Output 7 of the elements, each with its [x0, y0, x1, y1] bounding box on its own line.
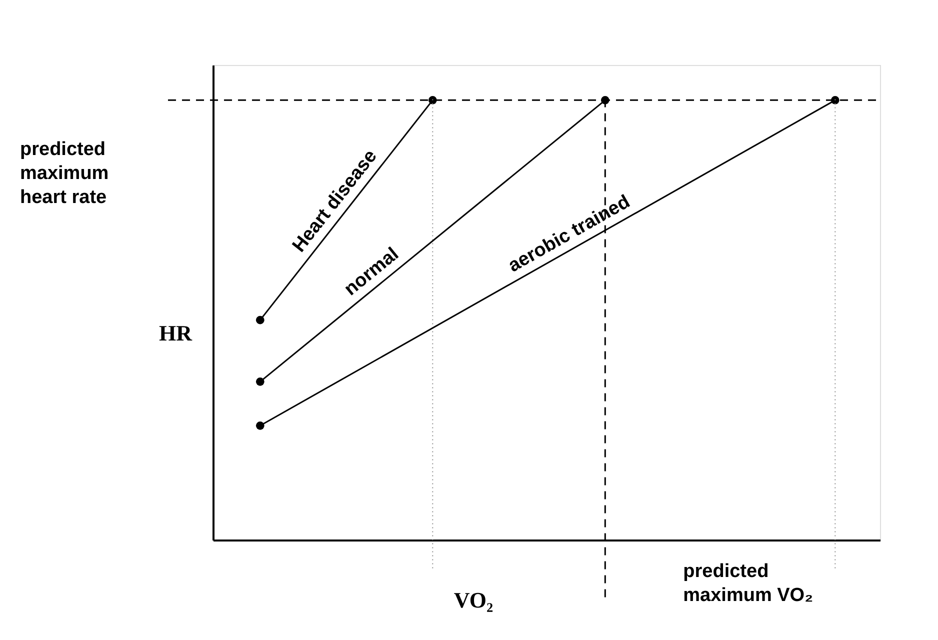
text: predicted maximum VO₂ — [683, 561, 814, 606]
text: predicted maximum heart rate — [20, 139, 109, 208]
point — [256, 421, 264, 430]
point — [256, 316, 264, 324]
x-axis-title: VO₂ — [454, 588, 494, 612]
y-axis-title: HR — [159, 320, 194, 346]
point — [256, 377, 264, 386]
